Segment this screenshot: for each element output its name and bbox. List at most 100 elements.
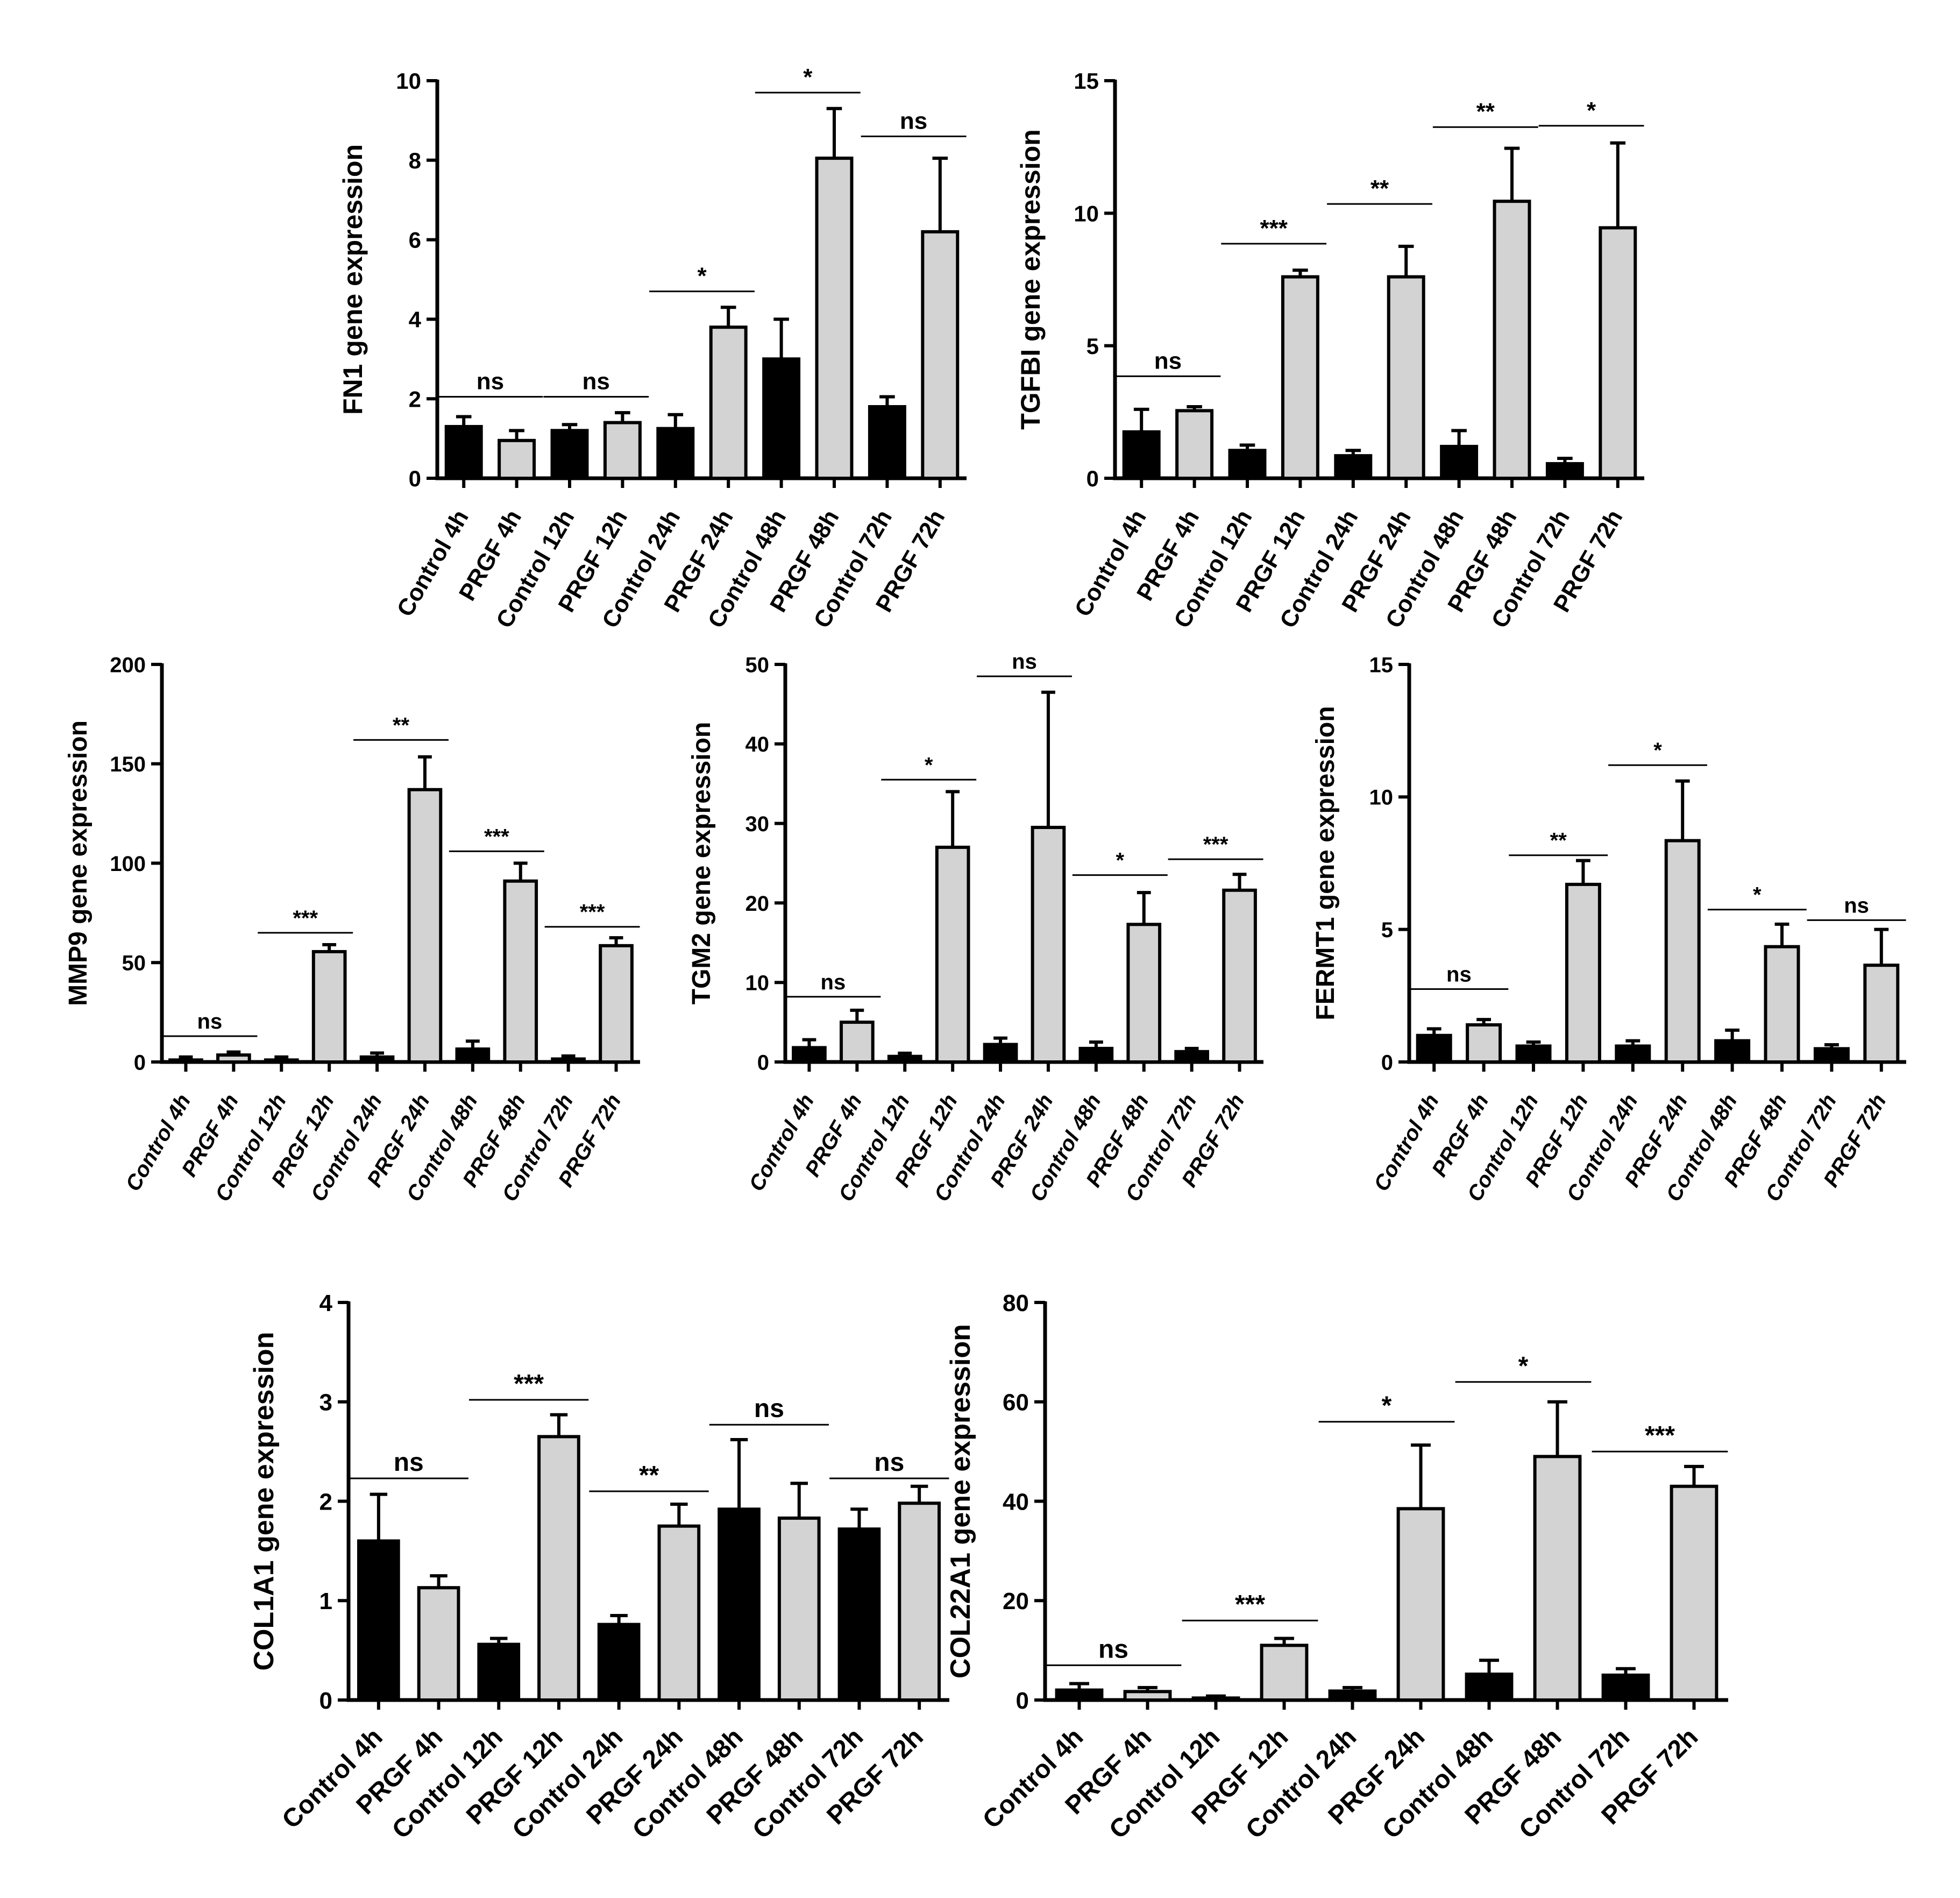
- bar-prgf: [1664, 839, 1701, 1064]
- significance-label: ns: [874, 1448, 904, 1477]
- chart-panel: 0 50 100 150 200 MMP9 gene expression Control …: [64, 653, 640, 1206]
- bar-control: [1615, 1044, 1651, 1064]
- y-axis-title: COL1A1 gene expression: [248, 1332, 280, 1671]
- bar-prgf: [1281, 275, 1319, 480]
- bar-control: [868, 405, 906, 480]
- y-tick-label: 60: [1003, 1390, 1029, 1416]
- bar-prgf: [537, 1435, 580, 1702]
- x-tick-label: Control 4h: [1369, 1090, 1444, 1195]
- bar-prgf: [1222, 888, 1257, 1064]
- bar-control: [1122, 430, 1161, 480]
- significance-label: ***: [580, 901, 605, 924]
- bar-control: [597, 1623, 641, 1702]
- bar-control: [1416, 1033, 1452, 1064]
- bar-control: [550, 429, 589, 480]
- x-tick-label: Control 4h: [392, 505, 473, 621]
- y-axis-title: TGFBI gene expression: [1015, 129, 1046, 429]
- y-tick-label: 0: [134, 1051, 146, 1074]
- y-axis-title: MMP9 gene expression: [64, 720, 93, 1006]
- bar-control: [1191, 1696, 1240, 1702]
- significance-label: ns: [197, 1010, 223, 1033]
- significance-label: ns: [394, 1448, 424, 1477]
- bar-prgf: [1396, 1507, 1445, 1702]
- bar-control: [357, 1539, 400, 1702]
- bar-control: [551, 1057, 586, 1064]
- significance-label: ***: [293, 906, 318, 930]
- bar-control: [792, 1046, 827, 1064]
- significance-label: **: [639, 1461, 659, 1490]
- significance-label: ns: [1098, 1635, 1128, 1663]
- y-tick-label: 8: [409, 148, 421, 173]
- y-axis-title: COL22A1 gene expression: [945, 1324, 976, 1679]
- significance-label: ***: [484, 825, 509, 848]
- y-tick-label: 0: [319, 1688, 332, 1714]
- bar-prgf: [1175, 409, 1214, 480]
- bar-control: [477, 1642, 521, 1702]
- bar-prgf: [1863, 964, 1900, 1064]
- bar-prgf: [407, 788, 443, 1064]
- y-tick-label: 50: [745, 653, 770, 677]
- significance-label: ns: [477, 369, 504, 395]
- x-tick-label: Control 4h: [977, 1723, 1089, 1834]
- y-tick-label: 1: [319, 1588, 332, 1614]
- bar-control: [1174, 1050, 1209, 1064]
- y-tick-label: 0: [1381, 1051, 1393, 1074]
- y-tick-label: 100: [110, 852, 146, 876]
- chart-panel: 0 10 20 30 40 50 TGM2 gene expression Control 4…: [687, 650, 1263, 1206]
- y-tick-label: 200: [110, 653, 146, 677]
- bar-prgf: [657, 1524, 701, 1702]
- bar-prgf: [1599, 226, 1637, 480]
- bar-prgf: [503, 879, 538, 1064]
- bar-prgf: [777, 1516, 821, 1702]
- y-tick-label: 80: [1003, 1290, 1029, 1316]
- bar-prgf: [815, 157, 854, 480]
- y-tick-label: 4: [319, 1290, 333, 1316]
- y-tick-label: 0: [409, 466, 421, 491]
- bar-prgf: [1533, 1455, 1582, 1702]
- y-tick-label: 2: [319, 1489, 332, 1515]
- x-tick-label: Control 4h: [121, 1090, 195, 1195]
- significance-label: ***: [1235, 1590, 1265, 1619]
- y-tick-label: 2: [409, 386, 421, 412]
- significance-label: **: [1476, 98, 1495, 125]
- y-tick-label: 20: [745, 892, 770, 916]
- bar-prgf: [840, 1021, 875, 1064]
- bar-control: [1334, 454, 1373, 480]
- significance-label: *: [697, 263, 707, 289]
- significance-label: *: [1116, 849, 1125, 873]
- y-tick-label: 5: [1086, 334, 1099, 359]
- bar-prgf: [1123, 1690, 1172, 1702]
- bar-control: [837, 1527, 881, 1702]
- y-tick-label: 0: [1016, 1688, 1029, 1714]
- bar-prgf: [1670, 1484, 1718, 1702]
- bar-control: [1440, 444, 1479, 480]
- significance-label: *: [1382, 1392, 1392, 1420]
- y-tick-label: 10: [396, 68, 421, 94]
- bar-prgf: [1126, 923, 1162, 1064]
- y-tick-label: 30: [745, 812, 770, 836]
- bar-prgf: [1260, 1644, 1309, 1702]
- bar-control: [1465, 1672, 1514, 1702]
- bar-control: [887, 1054, 922, 1064]
- bar-control: [455, 1047, 491, 1064]
- y-tick-label: 40: [745, 733, 770, 756]
- y-tick-label: 40: [1003, 1489, 1029, 1515]
- significance-label: ns: [1012, 650, 1037, 674]
- y-tick-label: 0: [1086, 466, 1099, 491]
- bar-control: [983, 1043, 1018, 1064]
- significance-label: ns: [583, 369, 610, 395]
- y-tick-label: 10: [745, 972, 770, 995]
- bar-control: [762, 357, 801, 480]
- bar-prgf: [417, 1586, 460, 1702]
- bar-control: [1813, 1047, 1850, 1064]
- bar-prgf: [216, 1053, 251, 1064]
- y-tick-label: 150: [110, 753, 146, 776]
- y-tick-label: 4: [409, 307, 422, 332]
- significance-label: ***: [1260, 215, 1288, 242]
- significance-label: *: [1587, 97, 1596, 124]
- x-tick-label: Control 4h: [744, 1090, 819, 1195]
